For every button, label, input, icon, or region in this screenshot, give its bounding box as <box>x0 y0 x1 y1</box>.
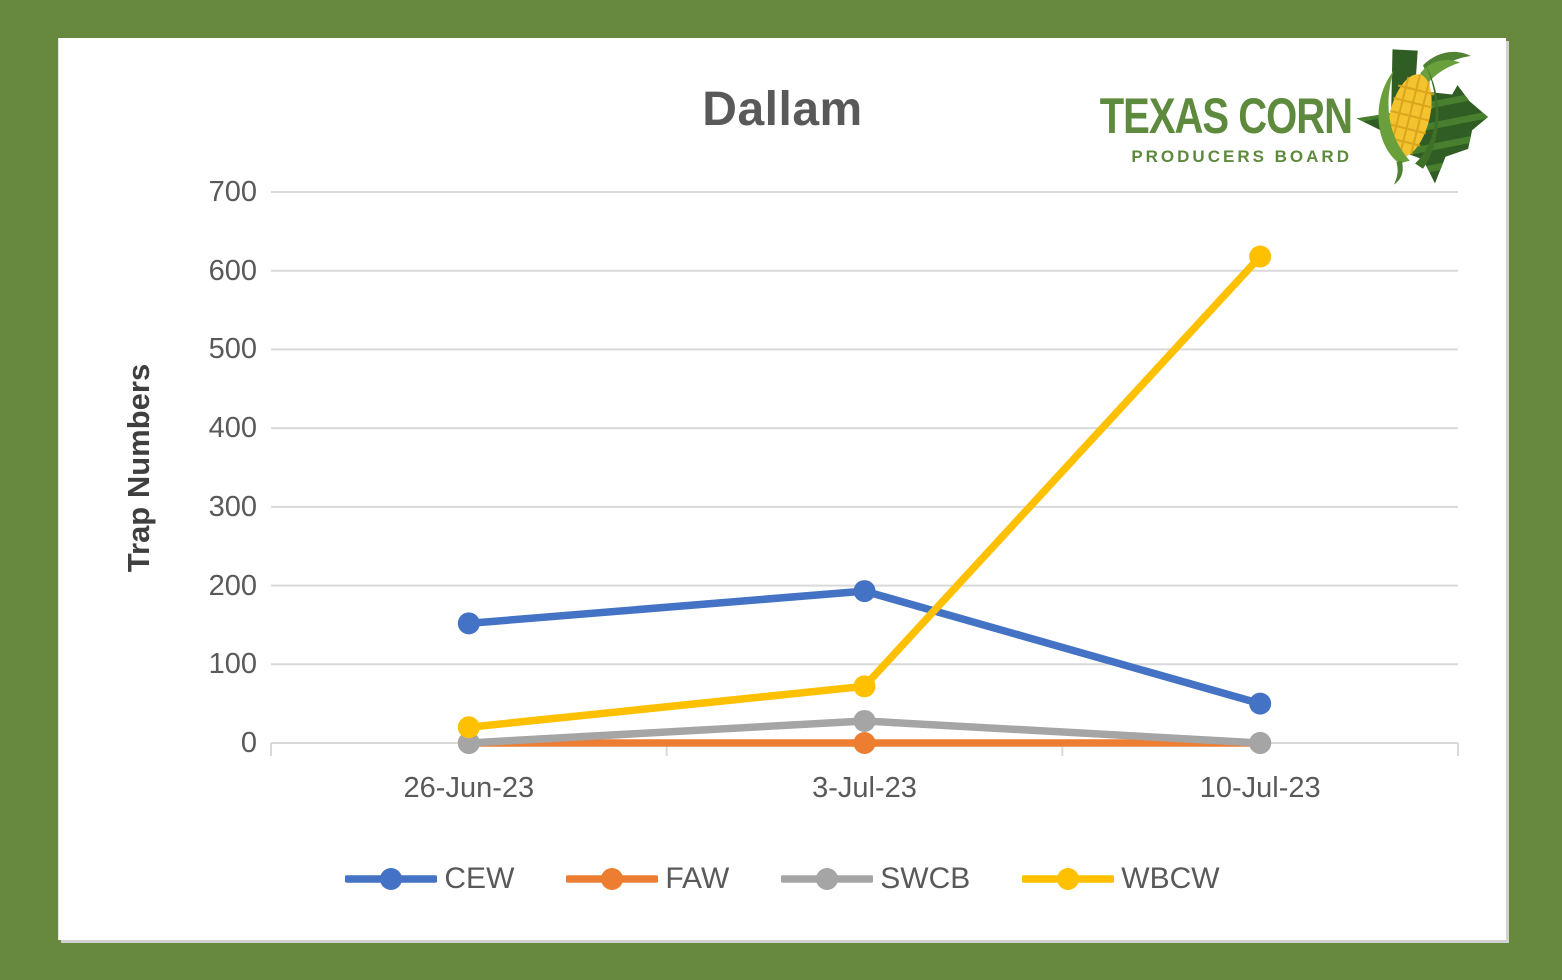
logo-title: TEXAS CORN <box>1099 89 1353 145</box>
legend-item-wbcw: WBCW <box>1022 862 1220 896</box>
data-point-cew-26-Jun-23 <box>457 612 480 635</box>
texas-corn-producers-board-logo: TEXAS CORN PRODUCERS BOARD <box>1100 46 1492 188</box>
legend-item-swcb: SWCB <box>781 862 970 896</box>
legend-marker-faw <box>566 868 659 890</box>
y-tick-label-700: 700 <box>208 176 257 208</box>
x-tick-label-10-Jul-23: 10-Jul-23 <box>1199 772 1321 804</box>
texas-corn-icon <box>1356 49 1489 185</box>
y-tick-label-0: 0 <box>240 727 257 759</box>
y-tick-label-100: 100 <box>208 648 257 681</box>
logo-text: TEXAS CORN PRODUCERS BOARD <box>1100 89 1353 167</box>
logo-subtitle: PRODUCERS BOARD <box>1131 147 1352 166</box>
chart-card: Dallam TEXAS CORN PRODUCERS BOARD <box>58 38 1506 940</box>
legend-label-cew: CEW <box>444 862 515 895</box>
legend-label-faw: FAW <box>665 862 730 895</box>
corn-cob-icon <box>1378 51 1471 185</box>
y-tick-label-500: 500 <box>208 333 257 366</box>
data-point-wbcw-26-Jun-23 <box>457 716 480 739</box>
data-point-wbcw-10-Jul-23 <box>1249 245 1272 268</box>
chart-legend: CEW FAW SWCB WBCW <box>59 862 1506 896</box>
data-point-wbcw-3-Jul-23 <box>853 675 876 698</box>
data-point-cew-3-Jul-23 <box>853 580 876 603</box>
data-point-cew-10-Jul-23 <box>1249 692 1272 715</box>
x-tick-label-26-Jun-23: 26-Jun-23 <box>403 772 535 804</box>
legend-label-wbcw: WBCW <box>1121 862 1220 895</box>
y-tick-label-400: 400 <box>208 412 257 445</box>
legend-marker-swcb <box>781 868 874 890</box>
chart-title: Dallam <box>702 83 863 136</box>
legend-label-swcb: SWCB <box>880 862 971 895</box>
legend-marker-wbcw <box>1022 868 1115 890</box>
data-point-swcb-26-Jun-23 <box>457 732 480 754</box>
y-tick-label-200: 200 <box>208 569 257 602</box>
y-tick-label-300: 300 <box>208 490 257 523</box>
legend-item-faw: FAW <box>566 862 729 896</box>
y-tick-label-600: 600 <box>208 254 257 287</box>
legend-item-cew: CEW <box>345 862 514 896</box>
series-line-wbcw <box>465 252 1264 732</box>
plot-area <box>270 191 1459 756</box>
data-point-faw-3-Jul-23 <box>853 732 876 754</box>
legend-marker-cew <box>345 868 438 890</box>
x-tick-label-3-Jul-23: 3-Jul-23 <box>812 772 917 804</box>
data-point-swcb-3-Jul-23 <box>853 709 876 732</box>
data-point-swcb-10-Jul-23 <box>1249 732 1272 754</box>
